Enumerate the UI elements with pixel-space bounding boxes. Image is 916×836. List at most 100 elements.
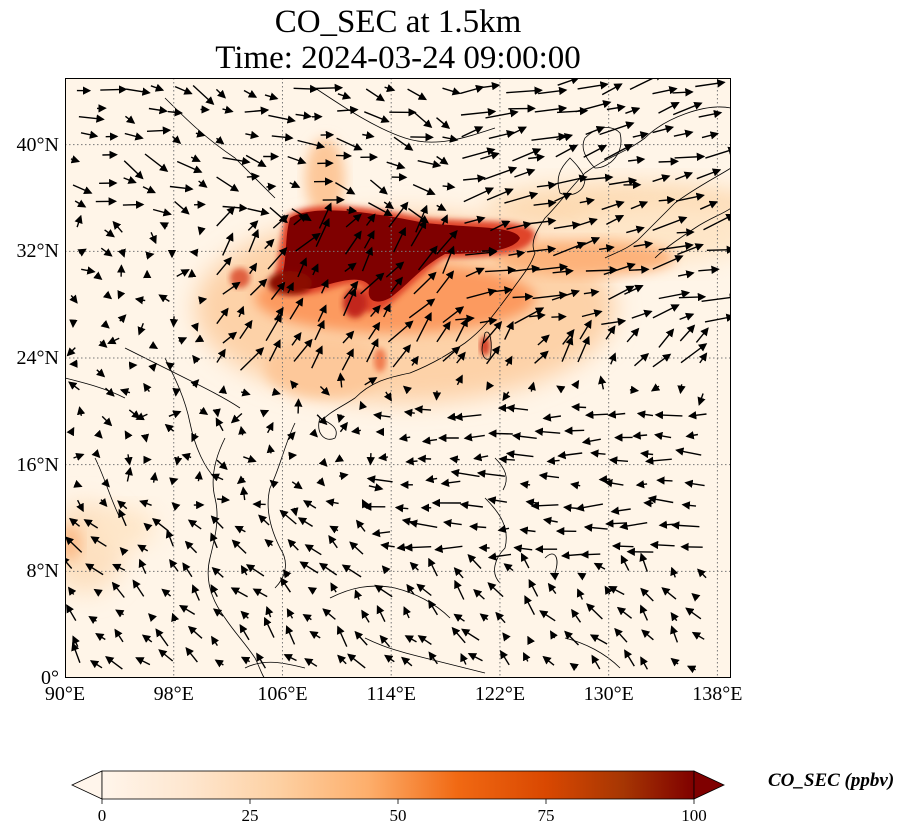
wind-arrow — [463, 433, 485, 442]
wind-arrow — [678, 292, 707, 302]
wind-arrow — [593, 562, 606, 571]
wind-arrow — [434, 544, 463, 553]
wind-arrow — [349, 541, 364, 555]
wind-arrow — [216, 176, 240, 192]
wind-arrow — [534, 104, 568, 114]
wind-arrow — [265, 421, 274, 434]
wind-arrow — [137, 323, 146, 336]
wind-arrow — [152, 518, 169, 532]
wind-arrow — [256, 652, 267, 669]
latitude-tick-label: 40°N — [16, 133, 59, 156]
wind-arrow — [488, 129, 516, 140]
wind-arrow — [464, 215, 486, 224]
wind-arrow — [428, 557, 438, 577]
wind-arrow — [467, 653, 483, 662]
wind-arrow — [620, 554, 630, 571]
wind-arrow — [117, 500, 128, 510]
wind-arrow — [83, 519, 99, 529]
wind-arrow — [425, 474, 438, 484]
wind-arrow — [342, 287, 357, 317]
wind-arrow — [336, 625, 348, 647]
wind-arrow — [405, 457, 418, 466]
wind-arrow — [605, 519, 627, 528]
wind-arrow — [102, 290, 113, 300]
wind-arrow — [579, 197, 595, 206]
wind-arrow — [608, 177, 638, 186]
wind-arrow — [392, 344, 411, 368]
wind-arrow — [69, 517, 81, 527]
wind-arrow — [679, 324, 696, 342]
wind-arrow — [304, 544, 322, 556]
wind-arrow — [658, 195, 676, 205]
wind-arrow — [589, 634, 608, 645]
wind-arrow — [217, 495, 230, 504]
wind-arrow — [661, 587, 677, 600]
wind-arrow — [557, 78, 580, 86]
wind-arrow — [236, 475, 247, 485]
wind-arrow — [368, 321, 381, 340]
wind-arrow — [414, 112, 433, 129]
wind-arrow — [514, 168, 536, 178]
wind-arrow — [487, 496, 508, 505]
wind-arrow — [122, 200, 145, 209]
wind-arrow — [101, 478, 110, 488]
wind-arrow — [194, 470, 203, 482]
wind-arrow — [598, 244, 615, 253]
wind-arrow — [442, 134, 459, 143]
wind-arrow — [581, 309, 603, 318]
wind-arrow — [65, 536, 83, 553]
wind-arrow — [652, 216, 688, 231]
wind-arrow — [553, 241, 587, 257]
wind-arrow — [361, 246, 374, 272]
wind-arrow — [520, 552, 530, 569]
wind-arrow — [527, 381, 536, 392]
longitude-tick-label: 122°E — [474, 683, 526, 705]
wind-arrow — [178, 604, 196, 616]
wind-arrow — [551, 312, 567, 322]
wind-arrow — [230, 412, 243, 424]
latitude-tick-label: 32°N — [16, 240, 59, 263]
wind-arrow — [243, 454, 257, 463]
wind-arrow — [482, 81, 501, 91]
wind-arrow — [414, 405, 432, 414]
wind-arrow — [210, 584, 219, 598]
wind-arrow — [158, 294, 170, 303]
map-title: CO_SEC at 1.5km — [274, 4, 522, 40]
wind-arrow — [165, 529, 174, 547]
wind-arrow — [385, 261, 405, 278]
wind-arrow — [149, 232, 157, 245]
wind-arrow — [542, 413, 561, 422]
wind-arrow — [610, 506, 631, 515]
wind-arrow — [85, 563, 104, 576]
map-subtitle: Time: 2024-03-24 09:00:00 — [215, 40, 581, 76]
wind-arrow — [564, 630, 579, 646]
wind-arrow — [89, 660, 103, 669]
wind-arrow — [317, 304, 327, 322]
wind-arrow — [339, 471, 349, 481]
wind-arrow — [504, 191, 539, 204]
wind-arrow — [311, 345, 323, 369]
wind-arrow — [455, 318, 468, 342]
wind-arrow — [463, 174, 486, 183]
wind-arrow — [652, 353, 672, 368]
wind-arrow — [105, 656, 123, 670]
wind-arrow — [210, 473, 224, 482]
wind-arrow — [416, 583, 432, 597]
wind-arrow — [117, 248, 126, 258]
wind-arrow — [410, 355, 419, 366]
wind-arrow — [117, 290, 126, 300]
colorbar-tick-marks — [101, 799, 695, 804]
wind-arrow — [628, 155, 646, 165]
wind-arrow — [454, 579, 465, 600]
wind-arrow — [658, 157, 679, 166]
wind-arrow — [658, 241, 694, 251]
wind-arrow — [96, 368, 106, 378]
wind-arrow — [366, 475, 393, 484]
wind-arrow — [98, 339, 108, 348]
wind-arrow — [528, 578, 539, 597]
wind-arrow — [81, 266, 96, 275]
wind-arrow — [483, 166, 518, 181]
wind-arrow — [701, 131, 719, 140]
wind-arrow — [581, 173, 614, 182]
wind-arrow — [440, 214, 448, 226]
